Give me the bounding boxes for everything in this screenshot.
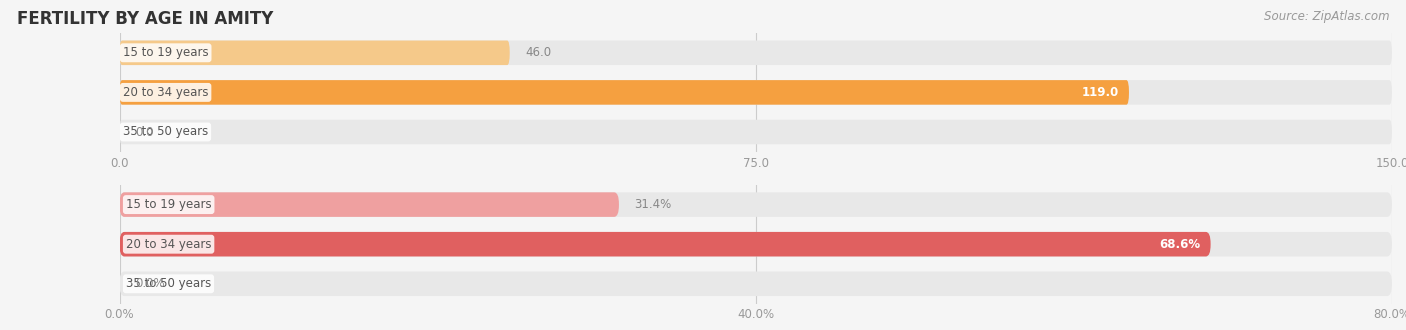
Text: 15 to 19 years: 15 to 19 years — [127, 198, 211, 211]
FancyBboxPatch shape — [120, 192, 619, 217]
FancyBboxPatch shape — [120, 232, 1392, 256]
FancyBboxPatch shape — [120, 232, 1211, 256]
FancyBboxPatch shape — [120, 272, 1392, 296]
FancyBboxPatch shape — [120, 80, 1392, 105]
Text: 35 to 50 years: 35 to 50 years — [122, 125, 208, 139]
FancyBboxPatch shape — [120, 192, 1392, 217]
FancyBboxPatch shape — [120, 41, 1392, 65]
FancyBboxPatch shape — [120, 80, 1129, 105]
Text: 20 to 34 years: 20 to 34 years — [127, 238, 211, 251]
Text: 68.6%: 68.6% — [1160, 238, 1201, 251]
Text: Source: ZipAtlas.com: Source: ZipAtlas.com — [1264, 10, 1389, 23]
Text: 20 to 34 years: 20 to 34 years — [122, 86, 208, 99]
Text: 46.0: 46.0 — [524, 46, 551, 59]
FancyBboxPatch shape — [120, 41, 510, 65]
FancyBboxPatch shape — [120, 120, 1392, 144]
Text: 31.4%: 31.4% — [634, 198, 672, 211]
Text: 119.0: 119.0 — [1081, 86, 1119, 99]
Text: 35 to 50 years: 35 to 50 years — [127, 277, 211, 290]
Text: 0.0: 0.0 — [135, 125, 153, 139]
Text: 0.0%: 0.0% — [135, 277, 165, 290]
Text: FERTILITY BY AGE IN AMITY: FERTILITY BY AGE IN AMITY — [17, 10, 273, 28]
Text: 15 to 19 years: 15 to 19 years — [122, 46, 208, 59]
